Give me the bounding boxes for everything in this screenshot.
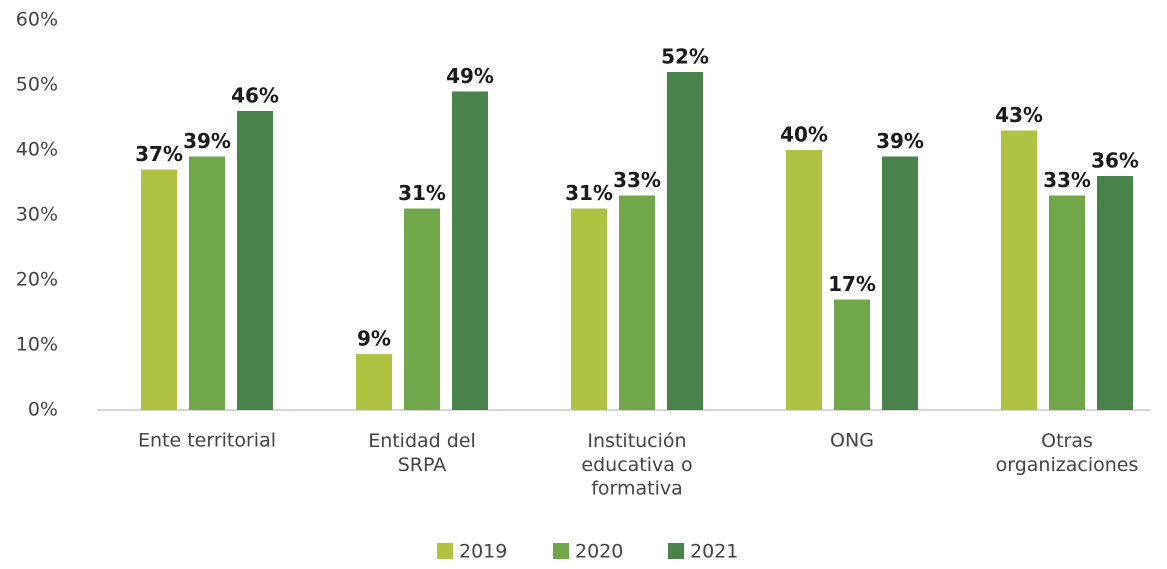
y-tick-label: 30% [16, 204, 58, 226]
value-label: 43% [995, 103, 1043, 127]
y-tick-label: 10% [16, 334, 58, 356]
bar [1001, 130, 1037, 410]
y-tick-label: 0% [28, 399, 58, 421]
bar [356, 354, 392, 410]
x-tick-label: ONG [830, 430, 874, 452]
legend-swatch [668, 543, 684, 559]
bar [882, 156, 918, 410]
bar [667, 72, 703, 410]
value-label: 33% [613, 168, 661, 192]
x-tick-label: Entidad del SRPA [368, 430, 476, 476]
x-tick-label: Institución educativa o formativa [581, 430, 692, 500]
bar [141, 169, 177, 410]
value-label: 9% [357, 327, 391, 351]
value-label: 33% [1043, 168, 1091, 192]
y-tick-label: 40% [16, 139, 58, 161]
value-label: 39% [876, 129, 924, 153]
value-label: 31% [398, 181, 446, 205]
x-tick-label: Otras organizaciones [996, 430, 1139, 476]
legend-swatch [437, 543, 453, 559]
value-label: 52% [661, 45, 709, 69]
value-label: 49% [446, 64, 494, 88]
value-label: 31% [565, 181, 613, 205]
bar [1049, 195, 1085, 410]
value-label: 17% [828, 272, 876, 296]
value-label: 46% [231, 84, 279, 108]
legend-label: 2021 [690, 541, 738, 563]
y-tick-label: 50% [16, 74, 58, 96]
x-tick-label: Ente territorial [138, 430, 276, 452]
bar [1097, 176, 1133, 410]
value-label: 37% [135, 142, 183, 166]
value-label: 39% [183, 129, 231, 153]
bar [237, 111, 273, 410]
bar [619, 195, 655, 410]
bar [571, 208, 607, 410]
bar [404, 208, 440, 410]
y-tick-label: 60% [16, 9, 58, 31]
y-tick-label: 20% [16, 269, 58, 291]
bar [189, 156, 225, 410]
legend-label: 2020 [575, 541, 623, 563]
value-label: 36% [1091, 149, 1139, 173]
value-label: 40% [780, 123, 828, 147]
bar [452, 91, 488, 410]
legend-swatch [553, 543, 569, 559]
legend-label: 2019 [459, 541, 507, 563]
bar [834, 299, 870, 410]
bar [786, 150, 822, 410]
